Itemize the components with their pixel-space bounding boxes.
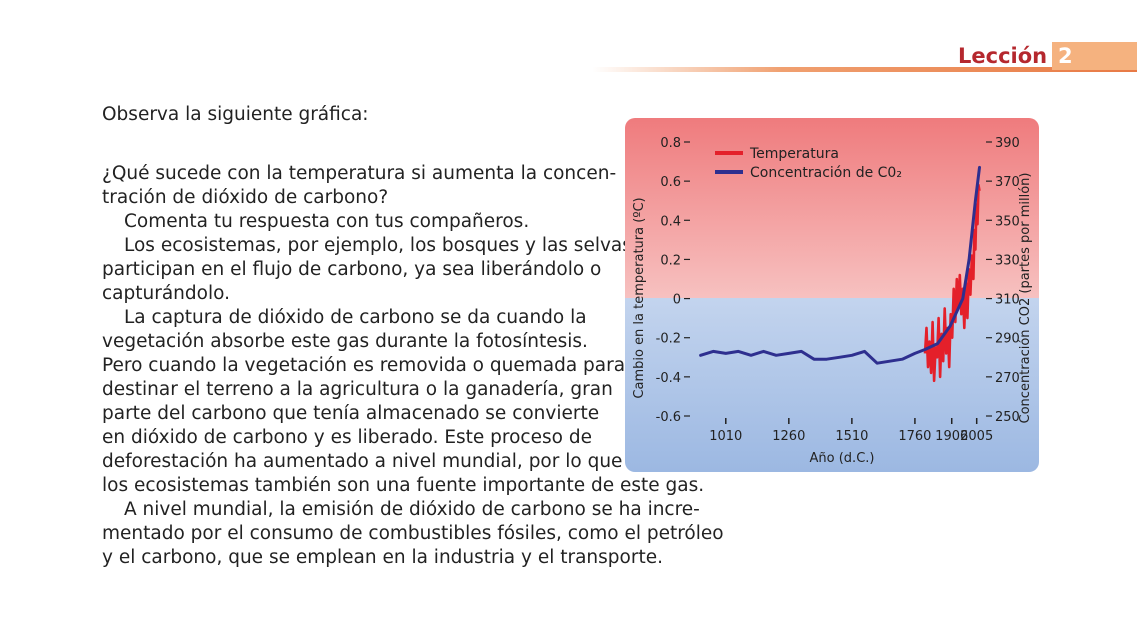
y-right-tick-label: 290 — [995, 332, 1020, 347]
intro-text: Observa la siguiente gráfica: — [102, 104, 369, 125]
y-right-tick-label: 350 — [995, 214, 1020, 229]
temperature-co2-chart: 0.8 0.6 0.4 0.2 0 -0.2 -0.4 -0.6 390 370 350 330 310… — [625, 118, 1039, 472]
warm-background — [625, 118, 1039, 298]
question-line-2: tración de dióxido de carbono? — [102, 187, 389, 208]
x-tick-label: 2005 — [960, 429, 993, 444]
paragraph-3-line-8: los ecosistemas también son una fuente i… — [102, 475, 705, 496]
header-rule — [592, 67, 1137, 72]
y-left-tick-label: 0 — [673, 293, 681, 308]
paragraph-2-line-2: participan en el flujo de carbono, ya se… — [102, 259, 602, 280]
legend-temperature-label: Temperatura — [749, 146, 839, 162]
co2-series-line — [699, 165, 981, 365]
paragraph-3-line-2: vegetación absorbe este gas durante la f… — [102, 331, 588, 352]
paragraph-4-line-1: A nivel mundial, la emisión de dióxido d… — [124, 499, 700, 520]
paragraph-4-line-2: mentado por el consumo de combustibles f… — [102, 523, 724, 544]
x-tick-label: 1760 — [898, 429, 931, 444]
paragraph-2-line-1: Los ecosistemas, por ejemplo, los bosque… — [124, 235, 638, 256]
y-right-tick-label: 370 — [995, 175, 1020, 190]
y-left-tick-label: 0.6 — [660, 175, 681, 190]
paragraph-3-line-1: La captura de dióxido de carbono se da c… — [124, 307, 587, 328]
x-tick-label: 1260 — [772, 429, 805, 444]
paragraph-3-line-3: Pero cuando la vegetación es removida o … — [102, 355, 626, 376]
y-right-tick-label: 310 — [995, 293, 1020, 308]
paragraph-4-line-3: y el carbono, que se emplean en la indus… — [102, 547, 663, 568]
y-axis-left-label: Cambio en la temperatura (ºC) — [632, 197, 647, 398]
y-left-tick-label: 0.2 — [660, 253, 681, 268]
paragraph-3-line-7: deforestación ha aumentado a nivel mundi… — [102, 451, 623, 472]
x-tick-label: 1010 — [709, 429, 742, 444]
paragraph-3-line-6: en dióxido de carbono y es liberado. Est… — [102, 427, 592, 448]
question-line-1: ¿Qué sucede con la temperatura si aument… — [102, 163, 617, 184]
paragraph-1: Comenta tu respuesta con tus compañeros. — [124, 211, 530, 232]
y-right-tick-label: 390 — [995, 136, 1020, 151]
x-axis-label: Año (d.C.) — [810, 451, 875, 466]
y-left-tick-label: -0.4 — [656, 371, 681, 386]
y-right-tick-label: 330 — [995, 253, 1020, 268]
cool-background — [625, 298, 1039, 472]
y-left-tick-label: -0.2 — [656, 332, 681, 347]
x-tick-label: 1510 — [835, 429, 868, 444]
lesson-number: 2 — [1058, 44, 1073, 68]
paragraph-3-line-4: destinar el terreno a la agricultura o l… — [102, 379, 613, 400]
legend-co2-label: Concentración de C0₂ — [750, 165, 902, 181]
paragraph-2-line-3: capturándolo. — [102, 283, 230, 304]
temperature-series-line — [923, 183, 981, 383]
paragraph-3-line-5: parte del carbono que tenía almacenado s… — [102, 403, 600, 424]
y-left-tick-label: -0.6 — [656, 410, 681, 425]
y-axis-right-label: Concentración CO2 (partes por millón) — [1018, 173, 1033, 424]
y-left-tick-label: 0.4 — [660, 214, 681, 229]
x-tick-label: 1906 — [935, 429, 968, 444]
y-right-tick-label: 250 — [995, 410, 1020, 425]
y-right-tick-label: 270 — [995, 371, 1020, 386]
lesson-number-box — [1052, 42, 1137, 70]
y-left-tick-label: 0.8 — [660, 136, 681, 151]
chart-svg: 0.8 0.6 0.4 0.2 0 -0.2 -0.4 -0.6 390 370 350 330 310… — [625, 118, 1039, 472]
lesson-label: Lección — [958, 44, 1048, 68]
